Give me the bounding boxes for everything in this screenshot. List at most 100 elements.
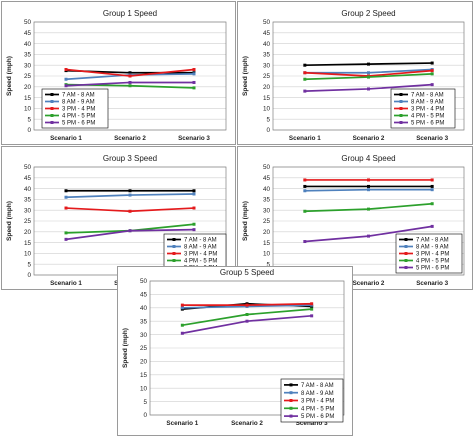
y-tick-label: 0 (143, 412, 147, 419)
chart-svg: Group 2 Speed 0 5 10 15 20 25 30 35 40 45 50 Scenari… (242, 9, 465, 142)
y-tick-label: 25 (24, 73, 32, 80)
y-tick-label: 40 (263, 186, 271, 193)
legend-label: 4 PM - 5 PM (62, 114, 95, 120)
legend-label: 3 PM - 4 PM (301, 399, 334, 405)
y-tick-label: 0 (27, 272, 31, 279)
legend-marker (399, 93, 403, 96)
y-axis-label: Speed (mph) (122, 328, 129, 368)
data-point (430, 178, 434, 182)
data-point (430, 61, 434, 65)
x-category-label: Scenario 1 (289, 135, 321, 142)
legend-marker (404, 252, 408, 255)
data-point (128, 209, 132, 213)
legend-label: 3 PM - 4 PM (416, 252, 449, 258)
chart-title: Group 5 Speed (220, 268, 274, 277)
y-tick-label: 45 (263, 30, 271, 37)
y-tick-label: 40 (24, 186, 32, 193)
y-tick-label: 20 (24, 84, 32, 91)
legend-label: 3 PM - 4 PM (411, 107, 444, 113)
legend-marker (172, 238, 176, 241)
y-axis-label: Speed (mph) (242, 56, 249, 96)
legend-marker (50, 121, 54, 124)
chart-title: Group 1 Speed (103, 9, 157, 18)
data-point (303, 63, 307, 67)
data-point (128, 71, 132, 75)
legend-marker (172, 245, 176, 248)
y-tick-label: 5 (266, 261, 270, 268)
chart-svg: Group 5 Speed 0 5 10 15 20 25 30 35 40 45 50 Scenari… (122, 268, 345, 427)
data-point (303, 189, 307, 193)
y-tick-label: 15 (24, 95, 32, 102)
data-point (64, 206, 68, 210)
legend-marker (404, 266, 408, 269)
y-tick-label: 20 (140, 359, 148, 366)
y-tick-label: 25 (24, 218, 32, 225)
data-point (303, 178, 307, 182)
plot-frame (272, 21, 465, 131)
y-tick-label: 50 (24, 164, 32, 171)
y-axis-label: Speed (mph) (242, 201, 249, 241)
legend-marker (399, 114, 403, 117)
chart-panel-group-2: Group 2 Speed 0 5 10 15 20 25 30 35 40 45 50 Scenari… (237, 1, 473, 145)
legend-marker (289, 383, 293, 387)
data-point (128, 193, 132, 197)
legend-marker (404, 245, 408, 248)
data-point (303, 209, 307, 213)
legend-label: 5 PM - 6 PM (411, 121, 444, 127)
x-category-label: Scenario 2 (353, 135, 385, 142)
data-point (310, 302, 314, 306)
data-point (430, 69, 434, 73)
y-tick-label: 10 (263, 251, 271, 258)
data-point (430, 83, 434, 87)
y-tick-label: 10 (24, 251, 32, 258)
data-point (192, 228, 196, 232)
data-point (128, 84, 132, 88)
chart-title: Group 4 Speed (341, 154, 395, 163)
legend-marker (50, 93, 54, 96)
data-point (430, 184, 434, 188)
y-tick-label: 50 (24, 19, 32, 26)
data-point (64, 231, 68, 235)
legend-marker (399, 121, 403, 124)
legend-label: 4 PM - 5 PM (416, 259, 449, 265)
plot-frame (33, 21, 227, 131)
data-point (245, 303, 249, 307)
legend-label: 5 PM - 6 PM (62, 121, 95, 127)
y-tick-label: 35 (263, 197, 271, 204)
legend-marker (50, 100, 54, 103)
legend-marker (399, 100, 403, 103)
legend-marker (50, 107, 54, 110)
legend-label: 7 AM - 8 AM (416, 238, 449, 244)
data-point (310, 314, 314, 318)
legend-label: 3 PM - 4 PM (62, 107, 95, 113)
y-tick-label: 35 (263, 52, 271, 59)
y-tick-label: 0 (27, 127, 31, 134)
legend-marker (289, 414, 293, 418)
legend-marker (404, 259, 408, 262)
chart-svg: Group 4 Speed05101520253035404550Scenari… (242, 154, 465, 287)
plot-frame (149, 280, 345, 416)
legend-marker (50, 114, 54, 117)
y-tick-label: 40 (24, 41, 32, 48)
legend-label: 8 AM - 9 AM (416, 245, 449, 251)
data-point (180, 331, 184, 335)
data-point (64, 84, 68, 88)
y-tick-label: 25 (263, 218, 271, 225)
x-category-label: Scenario 3 (416, 135, 448, 142)
y-tick-label: 45 (24, 30, 32, 37)
legend-label: 4 PM - 5 PM (411, 114, 444, 120)
y-tick-label: 5 (143, 399, 147, 406)
y-tick-label: 45 (140, 292, 148, 299)
data-point (192, 222, 196, 226)
y-tick-label: 25 (263, 73, 271, 80)
chart-title: Group 3 Speed (103, 154, 157, 163)
data-point (245, 319, 249, 323)
legend-label: 5 PM - 6 PM (416, 266, 449, 272)
y-tick-label: 35 (140, 318, 148, 325)
y-tick-label: 10 (140, 385, 148, 392)
data-point (303, 71, 307, 75)
data-point (128, 80, 132, 84)
chart-title: Group 2 Speed (341, 9, 395, 18)
data-point (192, 206, 196, 210)
data-point (64, 189, 68, 193)
